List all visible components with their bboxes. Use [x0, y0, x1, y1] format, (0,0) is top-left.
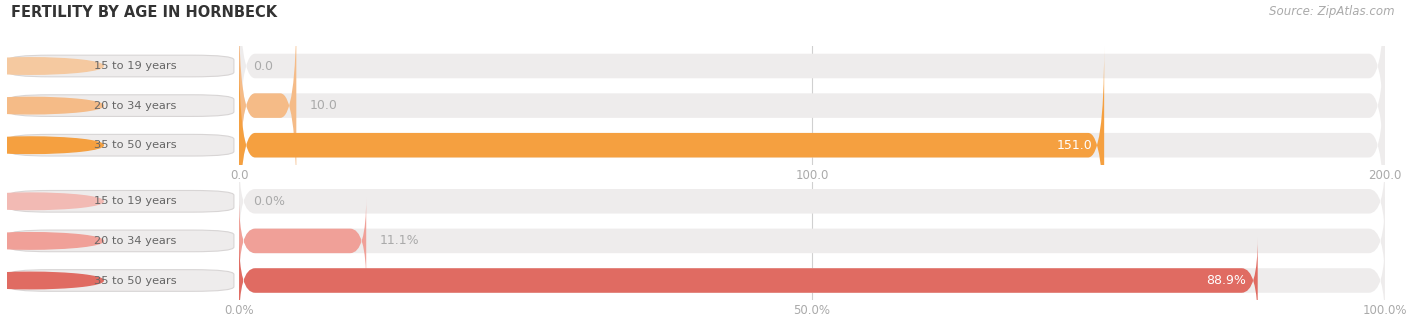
Text: 11.1%: 11.1%	[380, 234, 419, 248]
Text: 0.0%: 0.0%	[253, 195, 285, 208]
Text: 15 to 19 years: 15 to 19 years	[94, 196, 177, 206]
FancyBboxPatch shape	[239, 158, 1385, 244]
FancyBboxPatch shape	[239, 47, 1104, 244]
Text: Source: ZipAtlas.com: Source: ZipAtlas.com	[1270, 5, 1395, 18]
FancyBboxPatch shape	[10, 230, 233, 252]
FancyBboxPatch shape	[239, 0, 1385, 164]
Text: 151.0: 151.0	[1057, 139, 1092, 152]
FancyBboxPatch shape	[10, 55, 233, 77]
FancyBboxPatch shape	[239, 7, 297, 204]
Circle shape	[0, 193, 103, 210]
FancyBboxPatch shape	[239, 238, 1258, 323]
Text: 15 to 19 years: 15 to 19 years	[94, 61, 177, 71]
FancyBboxPatch shape	[10, 134, 233, 156]
Text: 10.0: 10.0	[311, 99, 337, 112]
Text: 20 to 34 years: 20 to 34 years	[94, 101, 177, 111]
FancyBboxPatch shape	[10, 95, 233, 116]
Circle shape	[0, 97, 103, 114]
Circle shape	[0, 233, 103, 249]
FancyBboxPatch shape	[239, 7, 1385, 204]
Text: FERTILITY BY AGE IN HORNBECK: FERTILITY BY AGE IN HORNBECK	[11, 5, 277, 20]
FancyBboxPatch shape	[239, 47, 1385, 244]
FancyBboxPatch shape	[10, 270, 233, 291]
FancyBboxPatch shape	[239, 198, 1385, 284]
Text: 88.9%: 88.9%	[1206, 274, 1246, 287]
Circle shape	[0, 272, 103, 289]
Text: 35 to 50 years: 35 to 50 years	[94, 140, 177, 150]
Text: 35 to 50 years: 35 to 50 years	[94, 276, 177, 285]
FancyBboxPatch shape	[239, 198, 366, 284]
Circle shape	[0, 58, 103, 74]
FancyBboxPatch shape	[239, 238, 1385, 323]
Circle shape	[0, 137, 103, 153]
Text: 20 to 34 years: 20 to 34 years	[94, 236, 177, 246]
Text: 0.0: 0.0	[253, 59, 273, 73]
FancyBboxPatch shape	[10, 190, 233, 212]
